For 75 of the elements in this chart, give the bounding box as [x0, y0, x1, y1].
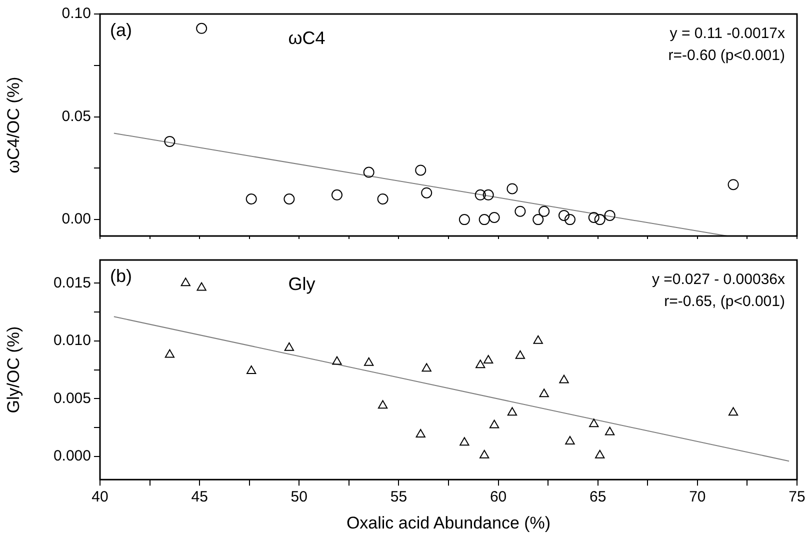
point	[196, 22, 208, 34]
y-tick-label: 0.010	[53, 332, 91, 350]
annotation: r=-0.60 (p<0.001)	[668, 47, 785, 64]
x-axis-title: Oxalic acid Abundance (%)	[346, 513, 551, 532]
point	[589, 418, 599, 428]
point	[474, 189, 486, 200]
point	[421, 187, 432, 198]
point	[604, 426, 615, 436]
point	[332, 356, 342, 365]
point	[484, 355, 494, 364]
point	[558, 210, 570, 221]
point	[284, 342, 294, 351]
y-tick-label: 0.000	[53, 448, 91, 465]
x-tick-label: 40	[92, 488, 108, 506]
point	[539, 388, 549, 398]
point	[460, 437, 470, 446]
point	[506, 183, 518, 194]
point	[416, 429, 426, 438]
y-tick-label: 0.05	[62, 108, 91, 125]
point	[488, 212, 500, 223]
x-tick-label: 55	[390, 488, 408, 506]
point	[246, 365, 256, 374]
point	[284, 194, 295, 204]
point	[422, 363, 432, 372]
point	[478, 214, 490, 226]
point	[515, 350, 526, 359]
x-tick-label: 75	[788, 488, 806, 506]
point	[331, 189, 342, 200]
point	[507, 407, 518, 416]
annotation: (a)	[110, 20, 132, 40]
annotation: ωC4	[288, 28, 326, 48]
point	[514, 206, 526, 217]
point	[565, 436, 575, 444]
point	[533, 335, 543, 344]
y-tick-label: 0.00	[62, 210, 91, 228]
x-tick-label: 70	[689, 488, 706, 506]
point	[476, 360, 486, 368]
point	[246, 194, 257, 204]
point	[564, 214, 576, 226]
point	[164, 349, 175, 358]
point	[378, 400, 388, 409]
point	[364, 357, 374, 366]
x-tick-label: 50	[290, 488, 308, 506]
point	[728, 179, 739, 190]
point	[480, 450, 490, 458]
x-tick-label: 45	[191, 488, 208, 506]
point	[377, 194, 388, 204]
point	[196, 282, 206, 291]
annotation: r=-0.65, (p<0.001)	[664, 293, 785, 310]
point	[595, 450, 605, 458]
annotation: Gly	[288, 274, 316, 294]
point	[594, 214, 606, 226]
point	[559, 374, 569, 384]
y-tick-label: 0.015	[53, 274, 91, 292]
point	[604, 210, 616, 221]
annotation: y =0.027 - 0.00036x	[652, 271, 786, 288]
x-tick-label: 65	[590, 488, 606, 506]
point	[489, 420, 500, 428]
point	[728, 407, 738, 416]
point	[538, 206, 550, 217]
point	[415, 164, 426, 176]
y-tick-label: 0.005	[53, 390, 91, 407]
point	[363, 166, 374, 178]
point	[458, 214, 470, 226]
point	[180, 278, 190, 286]
point	[164, 136, 176, 147]
y-tick-label: 0.10	[62, 5, 91, 22]
point	[482, 189, 494, 200]
x-tick-label: 60	[490, 488, 507, 506]
annotation: y = 0.11 -0.0017x	[670, 25, 786, 42]
annotation: (b)	[110, 266, 132, 286]
point	[588, 212, 600, 223]
point	[532, 214, 544, 226]
y-axis-title: Gly/OC (%)	[4, 326, 23, 414]
y-axis-title: ωC4/OC (%)	[4, 76, 23, 174]
